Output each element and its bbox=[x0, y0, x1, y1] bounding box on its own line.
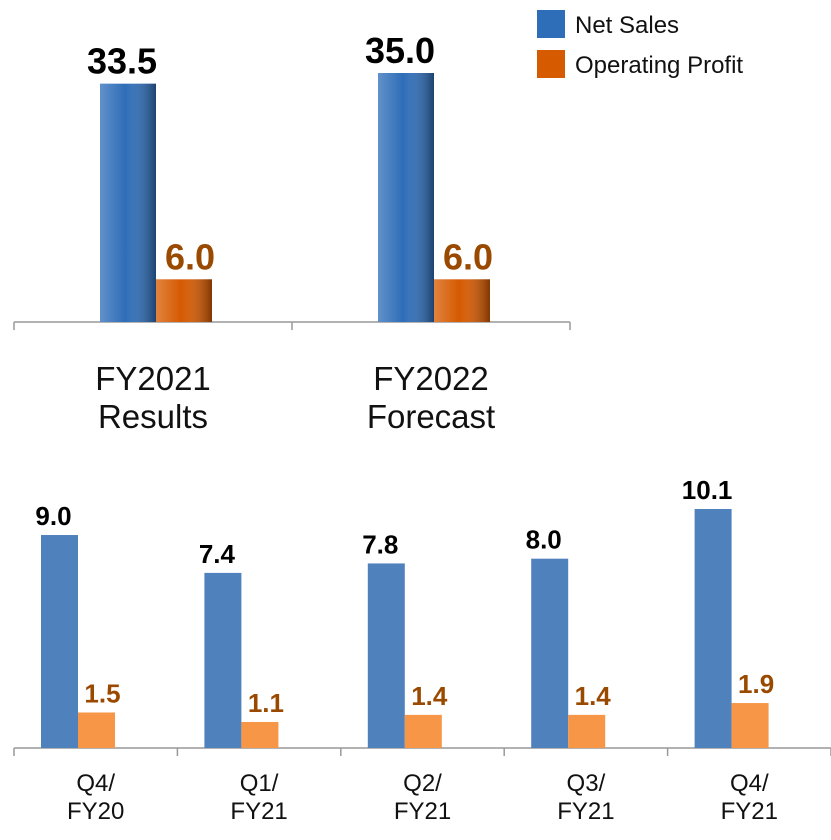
value-label: 1.9 bbox=[738, 669, 774, 699]
bar bbox=[731, 703, 769, 748]
bar bbox=[568, 714, 606, 748]
bar bbox=[404, 714, 442, 748]
x-tick-label: FY2021 Results bbox=[95, 360, 211, 435]
bar bbox=[204, 572, 242, 748]
value-label: 9.0 bbox=[35, 501, 71, 531]
x-tick-label: Q4/ FY20 bbox=[67, 770, 125, 825]
legend-label: Net Sales bbox=[575, 12, 679, 39]
value-label: 6.0 bbox=[443, 236, 493, 277]
x-tick-label: FY2022 Forecast bbox=[366, 360, 496, 435]
bar bbox=[531, 558, 569, 748]
legend-label: Operating Profit bbox=[575, 52, 743, 79]
bar bbox=[694, 509, 732, 748]
bar-shade bbox=[100, 83, 156, 323]
value-label: 7.8 bbox=[362, 529, 398, 559]
value-label: 6.0 bbox=[165, 236, 215, 277]
legend-swatch bbox=[537, 10, 565, 38]
value-label: 1.1 bbox=[248, 688, 284, 718]
value-label: 33.5 bbox=[87, 41, 157, 82]
x-tick-label: Q2/ FY21 bbox=[393, 770, 452, 825]
legend-swatch bbox=[537, 50, 565, 78]
value-label: 35.0 bbox=[365, 30, 435, 71]
bar-shade bbox=[378, 73, 434, 322]
x-tick-label: Q3/ FY21 bbox=[557, 770, 615, 825]
bar-shade bbox=[156, 279, 212, 322]
bar bbox=[78, 712, 115, 748]
value-label: 1.4 bbox=[411, 681, 448, 711]
value-label: 10.1 bbox=[682, 475, 733, 505]
bar-shade bbox=[434, 279, 490, 322]
value-label: 1.4 bbox=[575, 681, 612, 711]
value-label: 8.0 bbox=[526, 525, 562, 555]
bar bbox=[41, 535, 78, 748]
value-label: 1.5 bbox=[84, 679, 120, 709]
bar bbox=[367, 563, 405, 748]
x-tick-label: Q1/ FY21 bbox=[230, 770, 288, 825]
value-label: 7.4 bbox=[199, 539, 236, 569]
x-tick-label: Q4/ FY21 bbox=[720, 770, 778, 825]
bar bbox=[241, 721, 279, 748]
